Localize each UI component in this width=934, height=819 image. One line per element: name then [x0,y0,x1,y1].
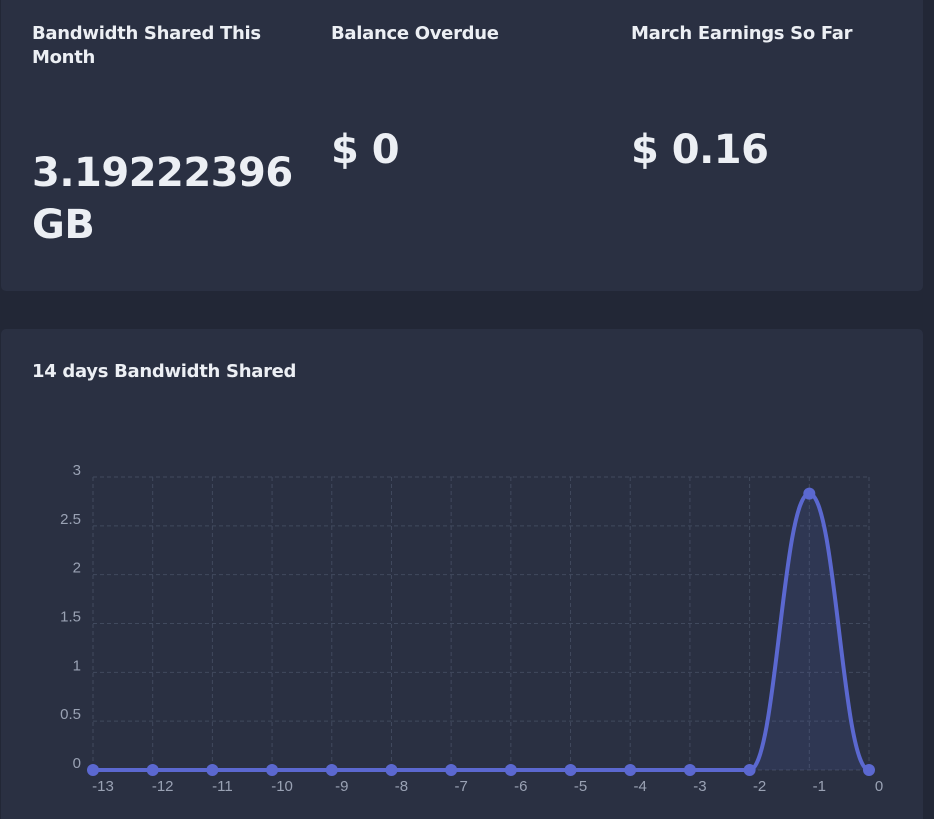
x-tick-label: -9 [335,778,348,795]
balance-stat: Balance Overdue $ 0 [331,22,591,173]
y-tick-label: 2.5 [60,511,81,528]
y-tick-label: 3 [73,462,81,479]
data-point [803,487,816,500]
data-point [743,764,756,776]
data-point [863,764,875,776]
y-tick-label: 0 [73,755,81,772]
x-tick-label: -11 [212,778,233,795]
bandwidth-label: Bandwidth Shared This Month [32,23,261,68]
earnings-stat: March Earnings So Far $ 0.16 [631,22,911,173]
data-point [385,764,398,776]
x-tick-label: -5 [574,778,587,795]
x-tick-label: -6 [514,778,527,795]
x-tick-label: -10 [271,778,293,795]
x-tick-label: -4 [634,778,647,795]
bandwidth-stat: Bandwidth Shared This Month 3.19222396 G… [32,22,293,248]
balance-label: Balance Overdue [331,23,499,44]
series-area [93,493,869,770]
x-tick-label: -3 [693,778,706,795]
balance-value: $ 0 [331,127,400,173]
earnings-label: March Earnings So Far [631,23,853,44]
y-tick-label: 2 [73,560,81,577]
bandwidth-value: 3.19222396 GB [32,150,293,248]
x-tick-label: -12 [152,778,174,795]
data-point [683,764,696,776]
earnings-value: $ 0.16 [631,127,769,173]
y-tick-label: 1 [73,657,81,674]
y-tick-label: 1.5 [60,609,81,626]
stats-card: Bandwidth Shared This Month 3.19222396 G… [1,0,923,291]
data-point [146,764,159,776]
data-point [87,764,99,776]
data-point [564,764,577,776]
x-tick-label: -1 [813,778,826,795]
data-point [445,764,458,776]
x-tick-label: -7 [454,778,467,795]
y-tick-label: 0.5 [60,706,81,723]
data-point [206,764,219,776]
series-line [91,491,871,772]
x-tick-label: -8 [395,778,408,795]
data-point [504,764,517,776]
data-point [266,764,279,776]
data-point [624,764,637,776]
bandwidth-chart: 00.511.522.53-13 -12 -11 -10 -9 -8 -7 -6 -5 -4 -3-… [60,462,883,795]
chart-title: 14 days Bandwidth Shared [32,361,297,382]
x-tick-label: 0 [875,778,883,795]
x-tick-label: -13 [92,778,114,795]
data-point [325,764,338,776]
chart-card: 14 days Bandwidth Shared 0 0.5 1 1.5 2 2.5 3 -1… [1,329,923,819]
x-tick-label: -2 [753,778,766,795]
